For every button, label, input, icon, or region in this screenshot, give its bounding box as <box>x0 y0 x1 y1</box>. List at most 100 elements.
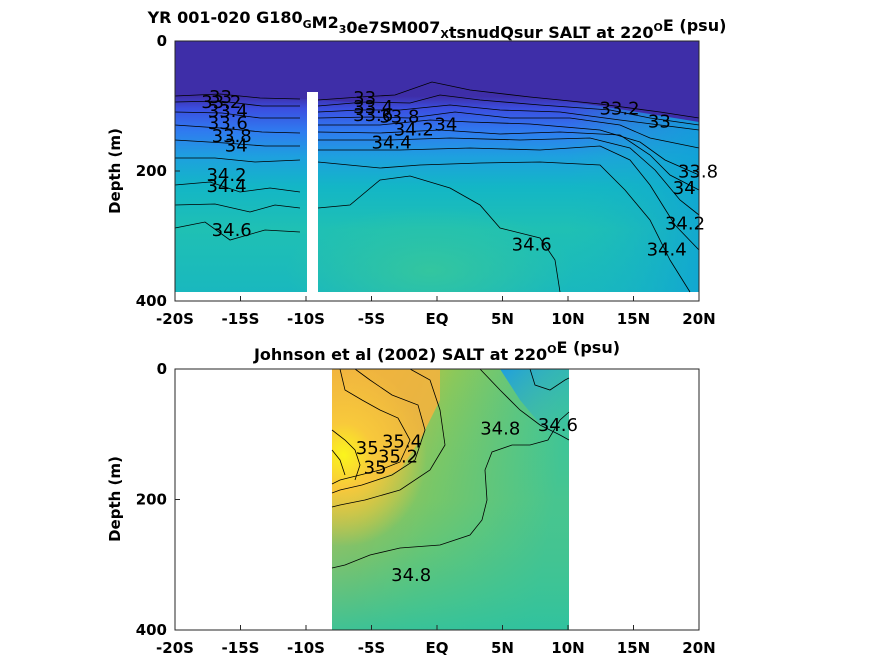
x-axis: -20S -15S -10S -5S EQ 5N 10N 15N 20N <box>156 625 716 656</box>
contour-line <box>175 157 301 163</box>
contour-label: 35.2 <box>378 446 418 467</box>
title-segment: E (psu) <box>663 16 727 35</box>
x-tick-label: 5N <box>491 639 514 656</box>
contour-label: 35.4 <box>382 431 422 452</box>
contour-label: 34 <box>673 178 696 199</box>
x-tick-label: 5N <box>491 310 514 328</box>
contour-label: 34.8 <box>480 418 520 439</box>
title-segment: 3 <box>339 23 347 36</box>
title-segment: M2 <box>312 13 339 32</box>
x-tick-label: -20S <box>156 310 194 328</box>
contour-line <box>174 124 301 134</box>
salinity-core <box>332 369 569 630</box>
title-segment: X <box>440 28 449 41</box>
y-tick-label: 0 <box>157 32 167 50</box>
contour-label: 34.4 <box>372 132 412 153</box>
contour-line <box>318 145 700 251</box>
contour-label: 34.6 <box>212 220 252 241</box>
contour-label: 35 <box>364 457 387 478</box>
x-tick-label: -20S <box>156 639 194 656</box>
contour-label: 33.8 <box>379 106 419 127</box>
contour-line <box>317 94 700 126</box>
title-segment: G <box>303 18 312 31</box>
x-tick-label: -10S <box>287 639 325 656</box>
contour-label: 33.6 <box>353 105 393 126</box>
contour-label: 33.8 <box>678 162 718 183</box>
x-tick-label: 20N <box>682 310 715 328</box>
contour-label: 35 <box>356 438 379 459</box>
contour-line <box>331 429 361 481</box>
title-segment: Johnson et al (2002) SALT at 220 <box>253 345 547 364</box>
x-tick-label: 10N <box>551 310 584 328</box>
y-axis-label: Depth (m) <box>106 128 124 214</box>
x-tick-label: EQ <box>426 310 449 328</box>
x-tick-label: -15S <box>222 310 260 328</box>
contour-line <box>331 449 346 476</box>
contour-label: 34 <box>434 115 457 136</box>
plot-area <box>331 368 570 630</box>
contour-line <box>317 111 700 149</box>
contour-label: 33.8 <box>212 126 252 147</box>
y-tick-label: 400 <box>136 292 167 310</box>
contour-line <box>174 93 301 100</box>
y-axis: 0 200 400 <box>136 32 180 310</box>
contour-line <box>317 104 700 131</box>
contour-label: 33.6 <box>208 113 248 134</box>
contour-label: 34.2 <box>206 165 246 186</box>
title-segment: tsnudQsur SALT at 220 <box>449 23 654 42</box>
x-axis: -20S -15S -10S -5S EQ 5N 10N 15N 20N <box>156 296 716 328</box>
contour-line <box>317 161 691 293</box>
contour-line <box>479 368 570 441</box>
contour-label: 34.8 <box>391 565 431 586</box>
y-tick-label: 400 <box>136 621 167 639</box>
contour-label: 34 <box>225 136 248 157</box>
x-tick-label: 20N <box>682 639 715 656</box>
surface-fresh-layer <box>175 41 699 122</box>
contour-line <box>331 368 426 494</box>
x-tick-label: -10S <box>287 310 325 328</box>
contour-line <box>317 129 700 191</box>
title-segment: O <box>654 21 663 34</box>
contour-label: 33 <box>353 88 376 109</box>
chart-title: Johnson et al (2002) SALT at 220OE (psu) <box>253 338 620 364</box>
plot-area <box>174 41 700 301</box>
title-segment: E (psu) <box>557 338 621 357</box>
contour-label: 33 <box>209 87 232 108</box>
fresh-intrusion <box>500 369 569 440</box>
contour-label: 33.4 <box>353 97 393 118</box>
panel-top: YR 001-020 G180GM230e7SM007XtsnudQsur SA… <box>106 8 726 328</box>
contour-line <box>317 81 700 119</box>
x-tick-label: 15N <box>617 310 650 328</box>
contour-line <box>318 137 700 216</box>
x-tick-label: 10N <box>551 639 584 656</box>
x-tick-label: EQ <box>426 639 449 656</box>
contour-line <box>331 368 411 485</box>
title-segment: O <box>547 343 556 356</box>
contour-label: 33.2 <box>201 92 241 113</box>
y-tick-label: 200 <box>136 491 167 509</box>
contour-label: 34.6 <box>512 234 552 255</box>
contour-line <box>174 181 301 193</box>
contour-line <box>174 100 300 107</box>
chart-title: YR 001-020 G180GM230e7SM007XtsnudQsur SA… <box>147 8 727 42</box>
x-tick-label: -15S <box>222 639 260 656</box>
contour-line <box>174 139 300 147</box>
contour-line <box>318 119 700 176</box>
contour-label: 34.2 <box>394 119 434 140</box>
contour-label: 33.2 <box>599 98 639 119</box>
panel-bottom: Johnson et al (2002) SALT at 220OE (psu)… <box>106 338 716 656</box>
contour-label: 34.2 <box>665 214 705 235</box>
contour-line <box>331 411 570 569</box>
x-tick-label: -5S <box>358 310 385 328</box>
title-segment: YR 001-020 G180 <box>147 8 303 27</box>
contour-label: 34.4 <box>206 176 246 197</box>
y-tick-label: 0 <box>157 360 167 378</box>
contour-line <box>174 221 301 241</box>
contour-line <box>331 368 446 508</box>
contour-label: 34.6 <box>538 415 578 436</box>
title-segment: 0e7SM007 <box>346 18 440 37</box>
y-axis-label: Depth (m) <box>106 456 124 542</box>
contour-line <box>174 203 301 213</box>
